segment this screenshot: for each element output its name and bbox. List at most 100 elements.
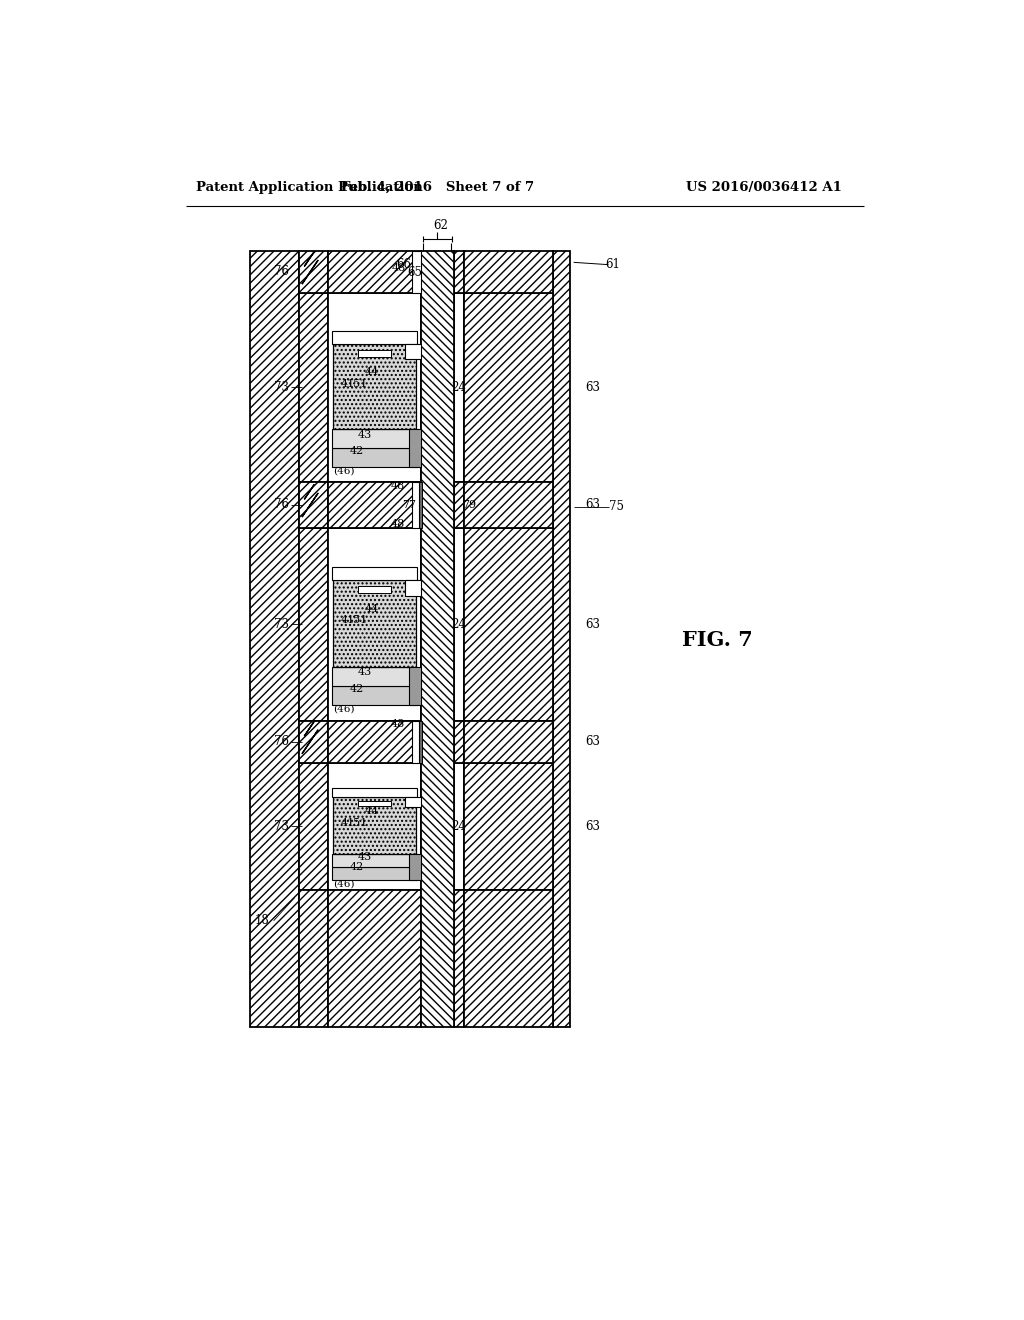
- Bar: [454, 482, 464, 528]
- Bar: [413, 721, 419, 763]
- Bar: [406, 579, 421, 595]
- Bar: [299, 528, 328, 721]
- Bar: [464, 890, 553, 1027]
- Bar: [332, 867, 417, 879]
- Bar: [464, 293, 553, 482]
- Text: 51: 51: [353, 615, 368, 626]
- Text: 75: 75: [608, 500, 624, 513]
- Text: (46): (46): [333, 705, 354, 713]
- Text: 73: 73: [274, 820, 289, 833]
- Bar: [332, 788, 417, 797]
- Bar: [328, 251, 421, 293]
- Text: Patent Application Publication: Patent Application Publication: [197, 181, 423, 194]
- Text: 42: 42: [349, 446, 364, 457]
- Bar: [332, 854, 417, 867]
- Text: 44: 44: [365, 367, 379, 378]
- Bar: [406, 797, 421, 808]
- Text: 79: 79: [462, 500, 476, 510]
- Bar: [328, 293, 421, 482]
- Text: 43: 43: [358, 851, 373, 862]
- Bar: [251, 251, 299, 1027]
- Bar: [454, 890, 464, 1027]
- Text: FIG. 7: FIG. 7: [682, 630, 753, 649]
- Bar: [419, 482, 422, 528]
- Text: 48: 48: [392, 263, 407, 273]
- Text: 18: 18: [255, 915, 269, 927]
- Bar: [464, 721, 553, 763]
- Text: 63: 63: [586, 820, 600, 833]
- Bar: [454, 528, 464, 721]
- Bar: [419, 721, 422, 763]
- Bar: [464, 528, 553, 721]
- Text: 76: 76: [274, 735, 289, 748]
- Bar: [406, 345, 421, 359]
- Bar: [332, 447, 417, 467]
- Text: 63: 63: [586, 618, 600, 631]
- Bar: [328, 890, 421, 1027]
- Text: US 2016/0036412 A1: US 2016/0036412 A1: [685, 181, 842, 194]
- Bar: [358, 350, 391, 356]
- Text: 73: 73: [274, 618, 289, 631]
- Text: 51: 51: [353, 379, 368, 388]
- Bar: [299, 721, 328, 763]
- Text: 41: 41: [340, 615, 354, 626]
- Bar: [332, 667, 417, 686]
- Bar: [299, 293, 328, 482]
- Text: 44: 44: [365, 807, 379, 816]
- Text: 76: 76: [274, 499, 289, 511]
- Text: 41: 41: [340, 817, 354, 828]
- Bar: [328, 482, 421, 528]
- Bar: [454, 763, 464, 890]
- Bar: [334, 579, 416, 667]
- Bar: [410, 667, 421, 705]
- Text: 41: 41: [340, 379, 354, 388]
- Bar: [454, 293, 464, 482]
- Text: 42: 42: [349, 862, 364, 873]
- Text: 61: 61: [605, 259, 620, 271]
- Text: 48: 48: [390, 480, 404, 491]
- Bar: [421, 251, 454, 1027]
- Bar: [299, 482, 328, 528]
- Text: 48: 48: [390, 719, 404, 730]
- Text: 62: 62: [433, 219, 449, 232]
- Bar: [464, 482, 553, 528]
- Bar: [334, 797, 416, 854]
- Bar: [454, 251, 464, 293]
- Text: 77: 77: [402, 500, 417, 510]
- Text: (46): (46): [333, 466, 354, 475]
- Text: 63: 63: [586, 381, 600, 393]
- Bar: [299, 763, 328, 890]
- Bar: [464, 251, 553, 293]
- Text: 24: 24: [452, 381, 466, 393]
- Text: 48: 48: [390, 519, 404, 529]
- Bar: [332, 686, 417, 705]
- Bar: [413, 482, 419, 528]
- Text: (46): (46): [333, 879, 354, 888]
- Bar: [328, 528, 421, 721]
- Bar: [328, 763, 421, 890]
- Text: 44: 44: [365, 603, 379, 614]
- Bar: [334, 345, 416, 429]
- Bar: [412, 251, 421, 293]
- Bar: [299, 251, 328, 293]
- Bar: [332, 331, 417, 345]
- Bar: [332, 566, 417, 579]
- Text: 66: 66: [396, 259, 412, 271]
- Text: 65: 65: [408, 265, 422, 279]
- Text: 51: 51: [353, 817, 368, 828]
- Text: 24: 24: [452, 820, 466, 833]
- Bar: [358, 801, 391, 805]
- Text: 43: 43: [358, 429, 373, 440]
- Bar: [299, 890, 328, 1027]
- Text: 24: 24: [452, 618, 466, 631]
- Text: 76: 76: [274, 265, 289, 279]
- Bar: [332, 429, 417, 447]
- Text: 43: 43: [358, 668, 373, 677]
- Text: Feb. 4, 2016   Sheet 7 of 7: Feb. 4, 2016 Sheet 7 of 7: [341, 181, 535, 194]
- Bar: [464, 763, 553, 890]
- Bar: [358, 586, 391, 593]
- Text: 73: 73: [274, 381, 289, 393]
- Bar: [410, 854, 421, 879]
- Bar: [553, 251, 569, 1027]
- Text: 63: 63: [586, 499, 600, 511]
